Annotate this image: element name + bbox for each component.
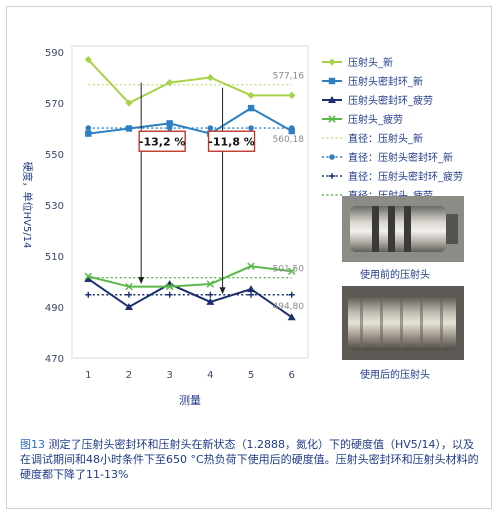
- series-1-point: [84, 56, 92, 64]
- x-tick-label: 5: [248, 370, 254, 381]
- average-label: 501,50: [273, 265, 305, 275]
- annotation-arrowhead: [138, 277, 145, 285]
- series-2-point: [288, 127, 295, 135]
- legend-marker: [328, 77, 336, 85]
- series-3-point: [287, 313, 296, 321]
- series-6-point: [248, 125, 254, 131]
- series-7-point: [166, 291, 173, 298]
- photo-before-plunger: [350, 206, 446, 252]
- legend-marker: [329, 154, 335, 160]
- legend-marker: [328, 115, 336, 123]
- photo-after-texture: [420, 298, 423, 348]
- series-3-point: [84, 274, 93, 282]
- y-axis-title: 硬度，单位HV5/14: [21, 162, 34, 249]
- series-2-point: [166, 120, 173, 127]
- plot-area: [71, 45, 309, 359]
- series-4-point: [247, 262, 255, 270]
- y-tick-label: 490: [45, 303, 64, 314]
- y-tick-label: 530: [45, 201, 64, 212]
- series-line-3: [87, 278, 293, 319]
- legend-marker: [329, 173, 335, 179]
- figure-caption: 图13 测定了压射头密封环和压射头在新状态（1.2888，氮化）下的硬度值（HV…: [20, 437, 482, 482]
- x-tick-label: 2: [126, 370, 132, 381]
- series-3-point: [247, 285, 256, 293]
- series-7-point: [207, 291, 214, 298]
- x-tick-label: 3: [166, 370, 172, 381]
- series-7-point: [288, 291, 295, 298]
- series-4-point: [165, 282, 174, 291]
- annotation-box: [207, 130, 256, 152]
- series-6-point: [166, 125, 173, 131]
- series-line-2: [88, 106, 293, 135]
- series-3-point: [206, 297, 215, 305]
- x-tick-label: 6: [289, 370, 295, 381]
- series-1-point: [288, 91, 296, 99]
- photo-before-end: [446, 214, 458, 244]
- series-2-point: [85, 130, 92, 137]
- photo-before-groove: [388, 206, 395, 252]
- legend-entry: 压射头_疲劳: [348, 113, 403, 126]
- x-axis-title: 测量: [179, 394, 201, 407]
- legend-entry: 直径：压射头_新: [348, 132, 423, 145]
- average-label: 560,18: [273, 135, 305, 145]
- series-line-4: [88, 265, 292, 288]
- series-4-point: [206, 280, 215, 288]
- photo-before-groove: [404, 206, 411, 252]
- series-1-point: [206, 73, 214, 82]
- x-tick-label: 4: [207, 370, 213, 381]
- series-6-point: [85, 125, 92, 131]
- series-7-point: [125, 291, 132, 298]
- y-tick-label: 550: [45, 150, 64, 161]
- x-tick-label: 1: [85, 370, 91, 381]
- series-6-point: [207, 125, 214, 131]
- legend-entry: 直径：压射头密封环_新: [348, 151, 453, 164]
- series-3-point: [124, 303, 133, 310]
- annotation-arrowhead: [219, 287, 226, 295]
- legend-entry: 压射头密封环_新: [348, 75, 423, 88]
- y-tick-label: 510: [45, 252, 64, 263]
- series-2-point: [125, 125, 133, 132]
- series-line-1: [87, 58, 292, 105]
- legend-entry: 压射头_新: [348, 56, 393, 69]
- series-4-point: [125, 282, 133, 291]
- caption-text: 测定了压射头密封环和压射头在新状态（1.2888，氮化）下的硬度值（HV5/14…: [20, 438, 479, 481]
- photo-label-after: 使用后的压射头: [360, 370, 430, 381]
- photo-after-texture: [380, 298, 383, 348]
- series-1-point: [166, 79, 174, 87]
- average-label: 494,80: [273, 302, 305, 312]
- legend-marker: [328, 58, 336, 66]
- legend-entry: 直径：压射头密封环_疲劳: [348, 170, 463, 183]
- photo-label-before: 使用前的压射头: [360, 270, 430, 281]
- series-2-point: [247, 104, 255, 112]
- annotation-label: -11,8 %: [208, 135, 255, 148]
- y-tick-label: 570: [45, 99, 64, 110]
- figure-number: 图13: [20, 438, 45, 451]
- y-tick-label: 590: [45, 48, 64, 59]
- legend-marker: [328, 96, 336, 103]
- series-1-point: [125, 99, 133, 107]
- photo-after-texture: [360, 298, 363, 348]
- y-tick-label: 470: [45, 354, 64, 365]
- annotation-label: -13,2 %: [139, 135, 186, 148]
- series-4-point: [84, 272, 93, 281]
- annotation-box: [138, 130, 186, 152]
- legend-entry: 压射头密封环_疲劳: [348, 94, 433, 107]
- series-1-point: [247, 91, 255, 99]
- series-4-point: [287, 267, 296, 276]
- series-7-point: [85, 291, 92, 298]
- series-7-point: [248, 291, 255, 298]
- average-label: 577,16: [273, 72, 305, 82]
- photo-after-texture: [440, 298, 443, 348]
- photo-after-texture: [400, 298, 403, 348]
- photo-before-groove: [372, 206, 379, 252]
